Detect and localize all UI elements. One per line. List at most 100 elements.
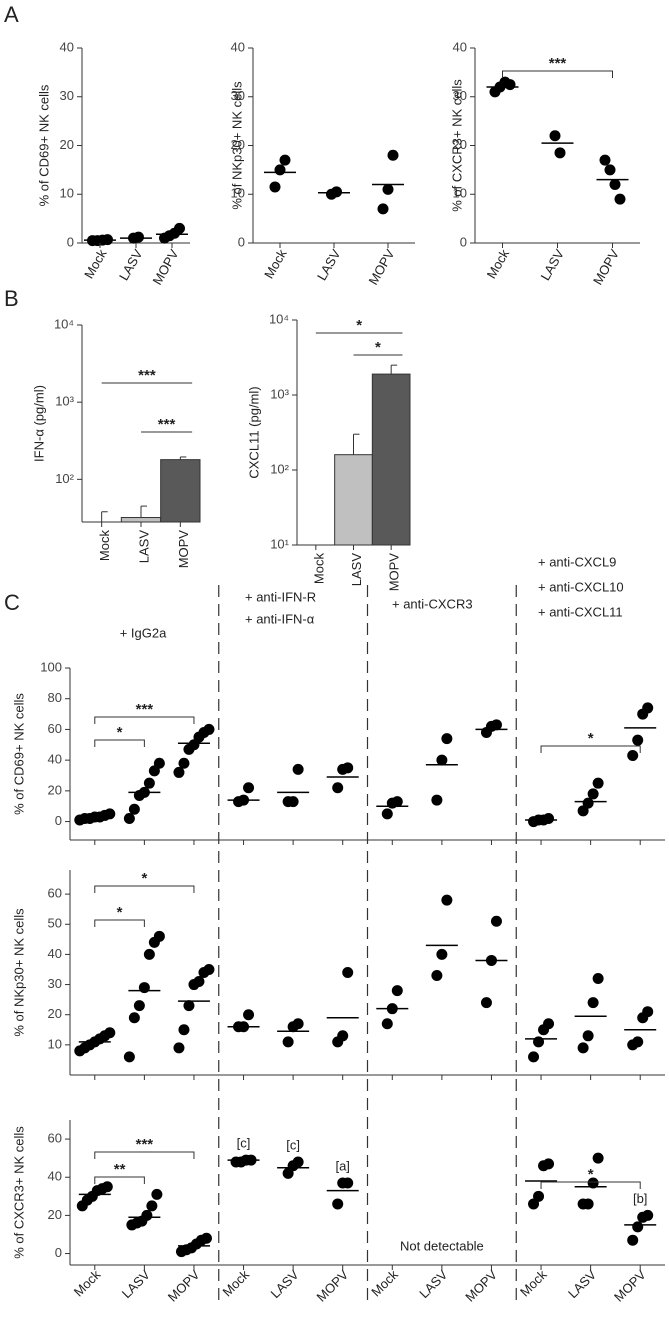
data-point — [178, 757, 190, 769]
data-point — [490, 719, 502, 731]
data-point — [587, 1177, 599, 1189]
x-tick-label: Mock — [368, 1267, 401, 1300]
y-tick-label: 10¹ — [270, 536, 289, 551]
panel-label: C — [4, 590, 20, 615]
x-tick-label: Mock — [261, 246, 290, 281]
data-point — [582, 1198, 594, 1210]
y-axis-title: % of CD69+ NK cells — [36, 84, 51, 206]
data-point — [292, 1156, 304, 1168]
data-point — [381, 808, 393, 820]
significance-label: ** — [114, 1161, 126, 1178]
significance-label: * — [588, 730, 594, 747]
x-tick-label: LASV — [537, 246, 567, 283]
bar — [334, 454, 373, 546]
data-point — [274, 164, 286, 176]
data-point — [173, 1042, 185, 1054]
data-point — [173, 766, 185, 778]
data-point — [342, 1177, 354, 1189]
significance-bracket — [94, 716, 195, 724]
data-point — [632, 1036, 644, 1048]
data-point — [279, 154, 291, 166]
y-axis-title: % of CD69+ NK cells — [11, 693, 26, 815]
y-axis-title: % of CXCR3+ NK cells — [11, 1126, 26, 1259]
point-note: [c] — [237, 1136, 251, 1151]
y-tick-label: 30 — [231, 88, 245, 103]
data-point — [441, 894, 453, 906]
x-tick-label: LASV — [119, 1267, 153, 1301]
data-point — [592, 973, 604, 985]
data-point — [587, 997, 599, 1009]
x-tick-label: Mock — [71, 1267, 104, 1300]
x-tick-label: Mock — [220, 1267, 253, 1300]
x-tick-label: MOPV — [590, 246, 622, 287]
data-point — [269, 181, 281, 193]
y-tick-label: 0 — [55, 1245, 62, 1260]
y-tick-label: 60 — [48, 886, 62, 901]
data-point — [332, 1198, 344, 1210]
y-tick-label: 80 — [48, 690, 62, 705]
data-point — [632, 1221, 644, 1233]
y-tick-label: 10² — [55, 471, 74, 486]
data-point — [243, 1009, 255, 1021]
y-tick-label: 50 — [48, 916, 62, 931]
data-point — [436, 948, 448, 960]
y-tick-label: 10 — [48, 1036, 62, 1051]
x-tick-label: MOPV — [149, 246, 181, 287]
x-tick-label: Mock — [517, 1267, 550, 1300]
data-point — [101, 1181, 113, 1193]
y-tick-label: 40 — [48, 1169, 62, 1184]
group-title: + anti-IFN-R — [245, 589, 316, 604]
data-point — [528, 1051, 540, 1063]
data-point — [533, 1190, 545, 1202]
data-point — [243, 782, 255, 794]
point-note: [b] — [633, 1191, 647, 1206]
data-point — [441, 733, 453, 745]
data-point — [592, 777, 604, 789]
data-point — [490, 915, 502, 927]
y-tick-label: 20 — [48, 782, 62, 797]
x-tick-label: MOPV — [462, 1267, 500, 1305]
data-point — [381, 1018, 393, 1030]
data-point — [391, 985, 403, 997]
data-point — [146, 1200, 158, 1212]
data-point — [504, 79, 516, 91]
y-tick-label: 20 — [231, 137, 245, 152]
group-title: + anti-CXCL9 — [538, 554, 616, 569]
x-tick-label: LASV — [349, 553, 364, 587]
significance-label: * — [117, 724, 123, 741]
significance-label: * — [588, 1166, 594, 1183]
y-tick-label: 30 — [453, 88, 467, 103]
y-axis-title: CXCL11 (pg/ml) — [246, 386, 261, 478]
data-point — [587, 788, 599, 800]
point-note: [c] — [286, 1137, 300, 1152]
x-tick-label: LASV — [268, 1267, 302, 1301]
y-tick-label: 0 — [238, 234, 245, 249]
y-tick-label: 10 — [453, 186, 467, 201]
significance-label: * — [375, 339, 381, 356]
data-point — [554, 147, 566, 159]
y-tick-label: 40 — [48, 946, 62, 961]
x-tick-label: Mock — [484, 246, 513, 281]
group-note: Not detectable — [400, 1238, 484, 1253]
x-tick-label: LASV — [314, 246, 344, 283]
data-point — [543, 813, 555, 824]
data-point — [143, 948, 155, 960]
bar — [371, 373, 411, 546]
data-point — [332, 782, 344, 794]
x-tick-label: MOPV — [314, 1267, 352, 1305]
x-tick-label: Mock — [97, 530, 112, 562]
data-point — [342, 967, 354, 978]
data-point — [174, 222, 185, 234]
data-point — [391, 796, 403, 808]
data-point — [104, 808, 116, 820]
y-tick-label: 100 — [40, 659, 62, 674]
significance-label: * — [141, 870, 147, 887]
data-point — [282, 1036, 294, 1048]
y-tick-label: 10⁴ — [269, 311, 289, 326]
y-tick-label: 30 — [60, 88, 74, 103]
y-tick-label: 20 — [453, 137, 467, 152]
y-tick-label: 20 — [48, 1207, 62, 1222]
y-tick-label: 60 — [48, 1131, 62, 1146]
data-point — [337, 1030, 349, 1042]
